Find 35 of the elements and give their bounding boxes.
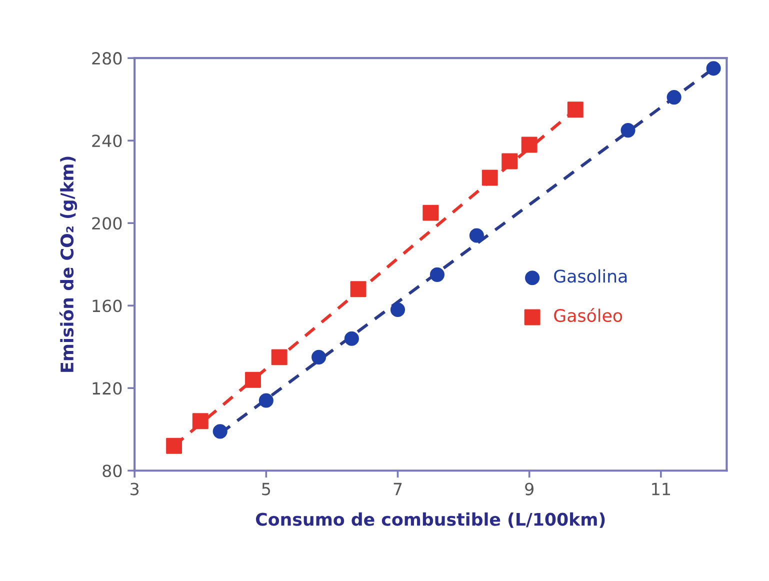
point — [192, 413, 208, 430]
x-tick-label: 3 — [130, 482, 139, 496]
point — [245, 372, 261, 388]
point — [430, 267, 445, 282]
y-tick-label: 280 — [92, 52, 122, 65]
point — [482, 170, 498, 186]
point — [567, 102, 584, 118]
y-tick-label: 240 — [92, 134, 122, 148]
point — [706, 61, 721, 76]
point — [666, 90, 682, 105]
point — [469, 228, 484, 243]
point — [521, 136, 538, 153]
x-tick-label: 9 — [525, 482, 534, 496]
point — [422, 204, 439, 221]
point — [312, 350, 326, 364]
x-tick-label: 11 — [652, 482, 670, 496]
point — [258, 393, 274, 408]
y-tick-label: 120 — [92, 382, 122, 395]
x-tick-label: 7 — [394, 482, 402, 496]
y-tick-label: 200 — [92, 217, 122, 230]
point — [502, 153, 518, 170]
point — [344, 331, 359, 346]
point — [390, 302, 406, 318]
y-tick-label: 80 — [102, 464, 122, 478]
point — [271, 349, 288, 366]
y-tick-label: 160 — [92, 300, 122, 312]
legend-label: Gasolina — [554, 269, 627, 283]
point — [350, 281, 366, 298]
y-axis-title: Emisión de CO₂ (g/km) — [59, 156, 78, 372]
point — [620, 123, 636, 138]
legend-label: Gasóleo — [554, 308, 622, 322]
x-tick-label: 5 — [262, 482, 270, 496]
point — [212, 424, 228, 439]
point — [166, 438, 182, 454]
x-axis-title: Consumo de combustible (L/100km) — [256, 512, 605, 528]
